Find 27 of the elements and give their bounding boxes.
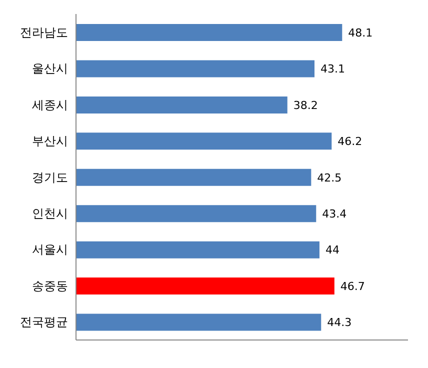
bar xyxy=(76,96,288,114)
y-tick-label: 인천시 xyxy=(32,206,68,220)
bar xyxy=(76,205,316,222)
bar xyxy=(76,168,312,186)
data-label: 42.5 xyxy=(317,171,342,184)
y-tick-label: 전라남도 xyxy=(20,25,68,40)
bar xyxy=(76,132,332,150)
data-label: 46.7 xyxy=(340,280,365,293)
y-tick-label: 송중동 xyxy=(32,278,68,293)
bar xyxy=(76,241,320,258)
data-label: 46.2 xyxy=(338,135,362,148)
data-label: 43.4 xyxy=(322,208,347,221)
data-label: 38.2 xyxy=(293,98,318,112)
data-label: 48.1 xyxy=(348,26,373,40)
y-tick-label: 부산시 xyxy=(32,134,68,148)
bar xyxy=(76,24,342,41)
y-tick-label: 서울시 xyxy=(32,242,68,257)
bar xyxy=(76,314,322,331)
y-tick-label: 울산시 xyxy=(32,62,68,76)
y-tick-label: 전국평균 xyxy=(20,315,68,330)
bar xyxy=(76,278,334,295)
bar xyxy=(76,60,314,78)
data-label: 44 xyxy=(325,244,340,257)
y-tick-label: 경기도 xyxy=(32,170,68,184)
data-label: 44.3 xyxy=(327,316,352,330)
data-label: 43.1 xyxy=(320,62,345,76)
y-tick-label: 세종시 xyxy=(32,98,68,112)
